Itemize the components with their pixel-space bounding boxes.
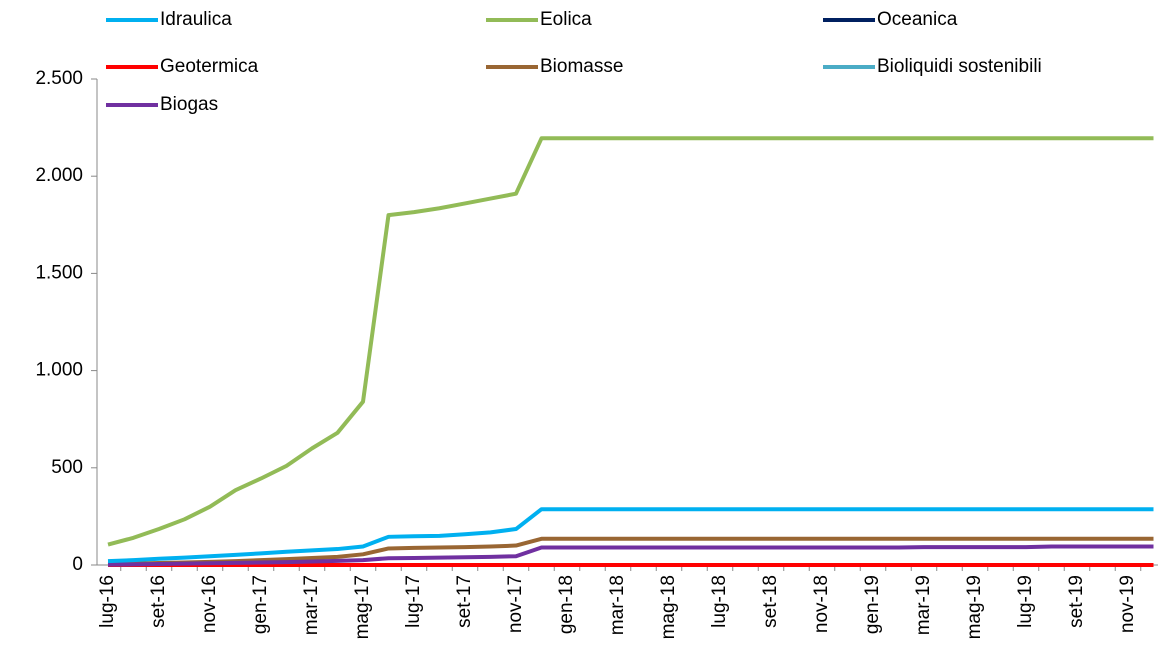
- x-tick-label: mar-18: [607, 575, 628, 635]
- x-tick-label: lug-18: [709, 575, 730, 628]
- x-tick-label: mar-17: [301, 575, 322, 635]
- x-tick-label: mag-17: [352, 575, 373, 639]
- legend-label: Geotermica: [160, 56, 259, 77]
- legend-label: Oceanica: [877, 9, 958, 30]
- x-tick-label: set-19: [1066, 575, 1087, 628]
- x-tick-label: gen-19: [862, 575, 883, 634]
- x-tick-label: gen-17: [250, 575, 271, 634]
- series-line: [107, 136, 1154, 547]
- x-tick-label: nov-18: [811, 575, 832, 633]
- x-tick-label: mag-19: [964, 575, 985, 639]
- legend-label: Biomasse: [540, 56, 623, 77]
- y-tick-label: 2.500: [35, 68, 83, 89]
- series-line: [107, 544, 1154, 567]
- x-tick-label: mag-18: [658, 575, 679, 639]
- x-tick-label: set-16: [148, 575, 169, 628]
- x-tick-label: lug-19: [1015, 575, 1036, 628]
- x-tick-label: nov-17: [505, 575, 526, 633]
- y-tick-label: 2.000: [35, 165, 83, 186]
- x-tick-label: set-18: [760, 575, 781, 628]
- x-tick-label: gen-18: [556, 575, 577, 634]
- y-tick-label: 0: [72, 554, 83, 575]
- y-tick-label: 1.000: [35, 360, 83, 381]
- y-tick-label: 500: [51, 457, 83, 478]
- legend-label: Bioliquidi sostenibili: [877, 56, 1042, 77]
- legend-label: Biogas: [160, 94, 218, 115]
- x-tick-label: lug-16: [97, 575, 118, 628]
- legend-label: Eolica: [540, 9, 592, 30]
- x-tick-label: nov-19: [1117, 575, 1138, 633]
- series-line: [107, 507, 1154, 564]
- x-tick-label: mar-19: [913, 575, 934, 635]
- x-tick-label: set-17: [454, 575, 475, 628]
- x-tick-label: nov-16: [199, 575, 220, 633]
- series-line: [107, 536, 1154, 567]
- x-tick-label: lug-17: [403, 575, 424, 628]
- y-tick-label: 1.500: [35, 262, 83, 283]
- legend-label: Idraulica: [160, 9, 232, 30]
